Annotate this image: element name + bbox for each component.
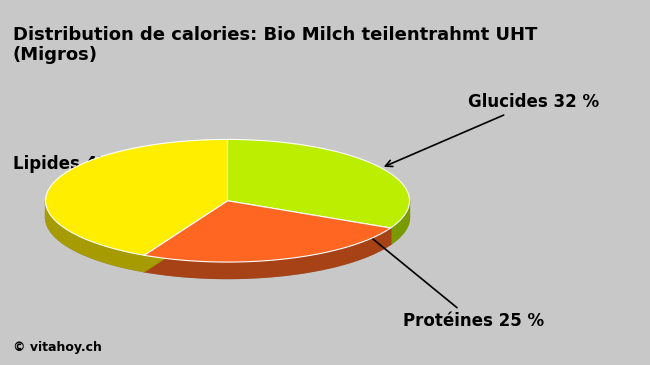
Text: Lipides 42 %: Lipides 42 % <box>13 155 348 194</box>
Text: Protéines 25 %: Protéines 25 % <box>307 186 544 330</box>
Polygon shape <box>227 201 391 245</box>
Polygon shape <box>144 201 228 272</box>
Text: Glucides 32 %: Glucides 32 % <box>385 93 599 166</box>
Polygon shape <box>227 139 410 228</box>
Ellipse shape <box>46 156 410 278</box>
Polygon shape <box>227 201 391 245</box>
Polygon shape <box>144 228 391 278</box>
Text: Distribution de calories: Bio Milch teilentrahmt UHT
(Migros): Distribution de calories: Bio Milch teil… <box>13 26 538 64</box>
Polygon shape <box>144 201 228 272</box>
Polygon shape <box>46 139 227 255</box>
Polygon shape <box>391 201 410 245</box>
Polygon shape <box>144 201 391 262</box>
Polygon shape <box>46 201 144 272</box>
Text: © vitahoy.ch: © vitahoy.ch <box>13 341 102 354</box>
